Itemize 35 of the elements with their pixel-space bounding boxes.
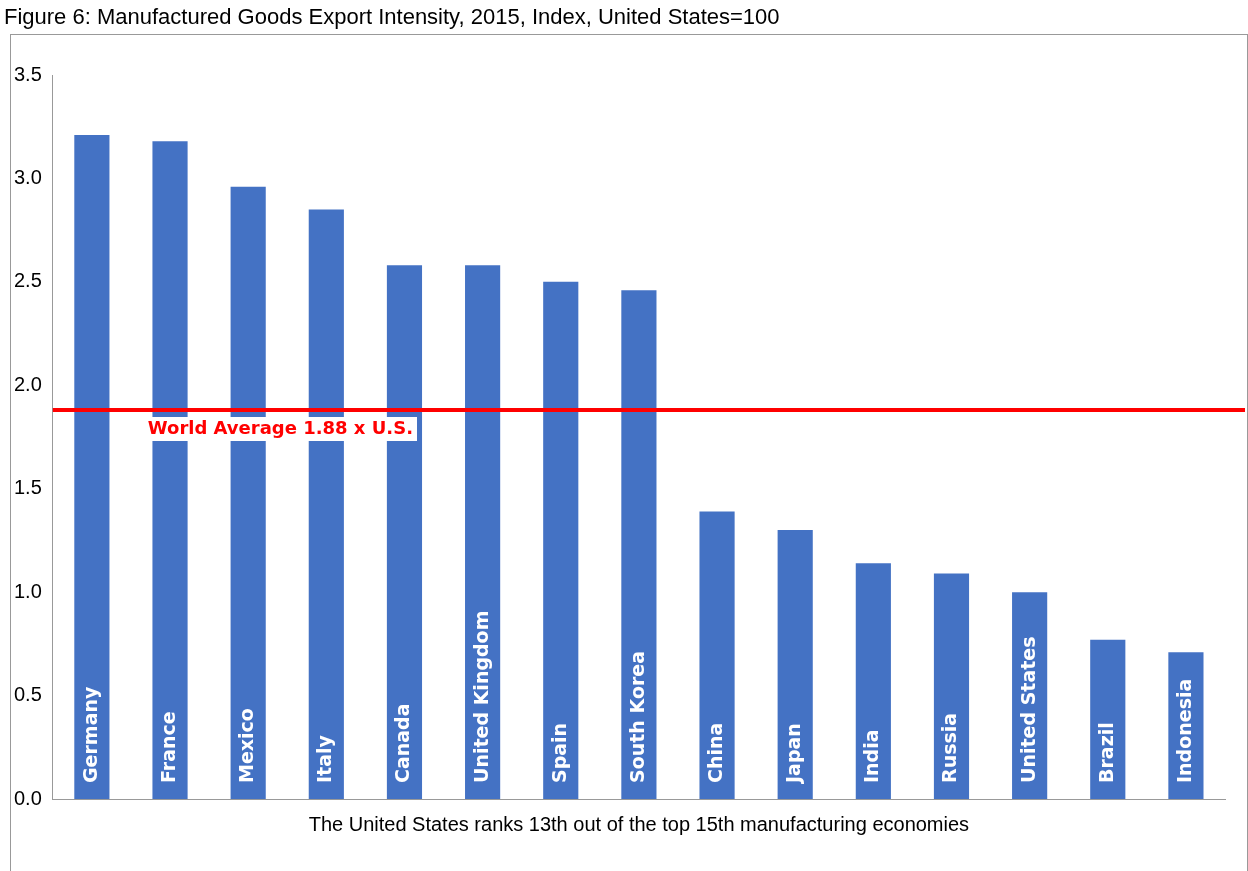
y-tick-label: 0.5 (13, 683, 42, 706)
x-tick-label: France (156, 711, 179, 783)
y-tick-label: 0.0 (13, 786, 42, 809)
ref-line-label: World Average 1.88 x U.S. (147, 416, 414, 438)
x-tick-label: Japan (782, 723, 805, 785)
x-tick-label: Canada (391, 703, 414, 783)
bar (74, 134, 110, 799)
y-tick-label: 1.5 (13, 476, 42, 499)
y-tick-label: 3.5 (13, 62, 42, 85)
y-tick-label: 2.0 (13, 372, 42, 395)
bar (855, 563, 891, 799)
bar (543, 281, 579, 799)
x-axis-title: The United States ranks 13th out of the top 15th manufacturing economies (308, 812, 970, 835)
x-tick-label: Germany (78, 686, 101, 783)
bar (465, 265, 501, 799)
y-tick-label: 3.0 (13, 165, 42, 188)
bar (933, 573, 970, 799)
bar (1090, 639, 1126, 799)
x-tick-label: Mexico (235, 708, 258, 783)
x-tick-label: United Kingdom (469, 610, 492, 783)
x-tick-label: Indonesia (1172, 678, 1195, 783)
y-tick-label: 2.5 (13, 269, 42, 292)
y-tick-label: 1.0 (13, 579, 42, 602)
bar (699, 511, 735, 799)
bar (621, 290, 657, 799)
chart-title: Figure 6: Manufactured Goods Export Intensity, 2015, Index, United States=100 (3, 3, 781, 30)
x-tick-label: Russia (938, 712, 961, 783)
x-tick-label: Brazil (1094, 722, 1117, 783)
x-tick-label: China (703, 722, 726, 783)
x-tick-label: South Korea (625, 650, 648, 783)
x-tick-label: India (860, 729, 883, 783)
bar (777, 530, 813, 799)
x-tick-label: United States (1016, 636, 1039, 783)
x-tick-label: Spain (547, 722, 570, 783)
x-tick-label: Italy (313, 734, 336, 783)
